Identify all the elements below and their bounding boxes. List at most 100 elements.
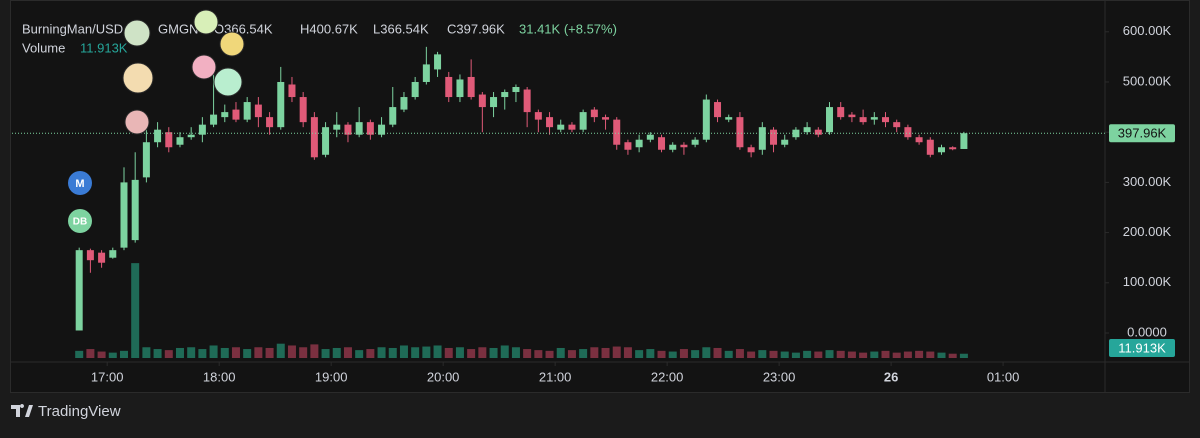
candle-body (803, 127, 811, 133)
candle-body (523, 89, 531, 113)
volume-bar (915, 350, 924, 358)
candle-body (702, 99, 710, 140)
volume-bar (467, 349, 476, 358)
volume-bar (86, 349, 95, 358)
candle-body (590, 109, 598, 118)
candle-body (501, 92, 509, 98)
candle-body (680, 144, 688, 148)
candle-body (75, 250, 83, 331)
candle-body (98, 252, 106, 263)
candle-body (456, 79, 464, 98)
volume-bar (175, 347, 184, 358)
volume-bar (231, 347, 240, 358)
volume-bar (870, 351, 879, 358)
volume-bar (646, 349, 655, 358)
x-tick-label: 18:00 (203, 369, 236, 384)
volume-bar (321, 349, 330, 358)
volume-bar (959, 353, 968, 358)
volume-bar (433, 345, 442, 358)
candle-body (243, 102, 251, 120)
avatar (191, 54, 217, 80)
candle-body (758, 127, 766, 150)
volume-bar (702, 347, 711, 358)
candle-body (870, 117, 878, 120)
candle-body (310, 117, 318, 158)
last-volume-label: 11.913K (1118, 340, 1166, 355)
last-price-label: 397.96K (1118, 126, 1167, 141)
volume-bar (758, 350, 767, 358)
volume-bar (534, 350, 543, 358)
candle-body (210, 114, 218, 125)
candle-body (187, 134, 195, 138)
candle-body (277, 81, 285, 128)
candle-body (322, 127, 330, 155)
ohlc-low: L366.54K (373, 21, 429, 36)
volume-bar (119, 350, 128, 358)
volume-bar (814, 351, 823, 358)
volume-bar (623, 347, 632, 358)
candle-body (344, 124, 352, 135)
candle-body (669, 144, 677, 150)
volume-bar (903, 351, 912, 358)
x-tick-label: 23:00 (763, 369, 796, 384)
candle-body (893, 122, 901, 128)
volume-bar (276, 343, 285, 358)
change: 31.41K (+8.57%) (519, 21, 617, 36)
volume-bar (679, 349, 688, 358)
volume-bar (881, 350, 890, 358)
volume-bar (153, 349, 162, 358)
candle-body (635, 139, 643, 148)
last-price-badge (1109, 124, 1175, 143)
avatar (219, 31, 245, 57)
volume-title: Volume (22, 40, 65, 55)
brand: TradingView (38, 403, 121, 420)
candle-body (781, 139, 789, 145)
volume-bar (220, 347, 229, 358)
x-tick-label: 17:00 (91, 369, 124, 384)
volume-bar (299, 347, 308, 358)
marker-m (68, 171, 92, 195)
volume-bar (287, 345, 296, 358)
volume-bar (926, 351, 935, 358)
candle-body (568, 124, 576, 130)
x-tick-label: 01:00 (987, 369, 1020, 384)
candle-body (299, 97, 307, 123)
candle-body (198, 124, 206, 135)
volume-bar (198, 349, 207, 358)
candle-body (546, 117, 554, 128)
candle-body (882, 117, 890, 123)
volume-bar (209, 345, 218, 358)
candle-body (411, 81, 419, 98)
volume-bar (780, 351, 789, 358)
candle-body (814, 129, 822, 135)
marker-label: M (75, 178, 84, 190)
volume-bar (164, 350, 173, 358)
volume-bar (489, 347, 498, 358)
logo-mark (11, 404, 33, 417)
candle-body (142, 142, 150, 178)
avatar (123, 19, 151, 47)
brand-logo (11, 404, 33, 417)
volume-bar (747, 351, 756, 358)
volume-bar (142, 347, 151, 358)
volume-bar (75, 350, 84, 358)
volume-bar (131, 263, 140, 358)
candle-body (826, 107, 834, 133)
candle-body (624, 142, 632, 150)
avatars (122, 9, 245, 135)
candle-body (120, 182, 128, 248)
candle-body (333, 124, 341, 130)
volume-bar (187, 347, 196, 358)
volume-bar (388, 347, 397, 358)
candle-body (254, 104, 262, 118)
volume-bar (691, 350, 700, 358)
volume-bar (948, 353, 957, 358)
last-volume-badge (1109, 339, 1175, 357)
volume-bar (657, 350, 666, 358)
candle-body (389, 107, 397, 125)
volume-bar (567, 350, 576, 358)
volume-bar (545, 350, 554, 358)
marker-label: DB (73, 217, 87, 228)
y-tick-label: 200.00K (1123, 224, 1172, 239)
volume-bar (601, 347, 610, 358)
